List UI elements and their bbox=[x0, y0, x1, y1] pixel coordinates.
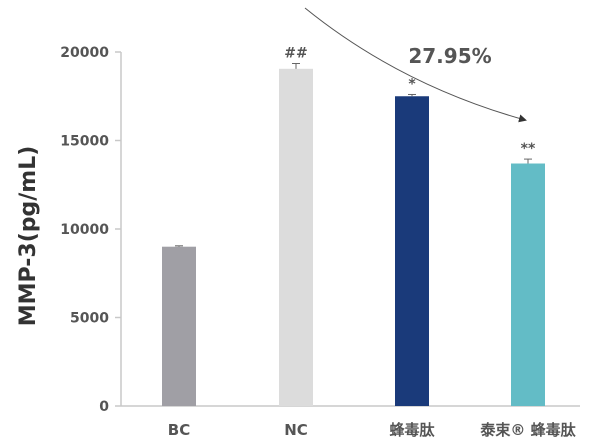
x-category-label: 蜂毒肽 bbox=[389, 421, 435, 439]
y-tick-label: 0 bbox=[99, 399, 109, 415]
reduction-percentage: 27.95% bbox=[408, 44, 491, 68]
bars-group: ##*** bbox=[162, 46, 545, 406]
y-axis: 0 5000 10000 15000 20000 bbox=[60, 45, 122, 415]
x-category-label: BC bbox=[168, 421, 190, 439]
y-tick-label: 10000 bbox=[60, 222, 109, 238]
x-axis: BC NC 蜂毒肽 泰束® 蜂毒肽 bbox=[121, 405, 580, 439]
bar bbox=[162, 246, 196, 406]
significance-mark: * bbox=[408, 76, 416, 92]
reduction-arrow bbox=[304, 7, 527, 123]
x-category-label: 泰束® 蜂毒肽 bbox=[479, 421, 576, 439]
bar bbox=[511, 163, 545, 406]
y-tick-label: 5000 bbox=[70, 311, 109, 327]
x-category-label: NC bbox=[284, 421, 308, 439]
reduction-annotation: 27.95% bbox=[304, 7, 527, 123]
y-tick-label: 15000 bbox=[60, 134, 109, 150]
y-tick-label: 20000 bbox=[60, 45, 109, 61]
bar bbox=[395, 96, 429, 406]
bar bbox=[279, 68, 313, 406]
significance-mark: ** bbox=[521, 141, 536, 157]
y-axis-label: MMP-3(pg/mL) bbox=[16, 146, 41, 327]
significance-mark: ## bbox=[284, 46, 307, 62]
